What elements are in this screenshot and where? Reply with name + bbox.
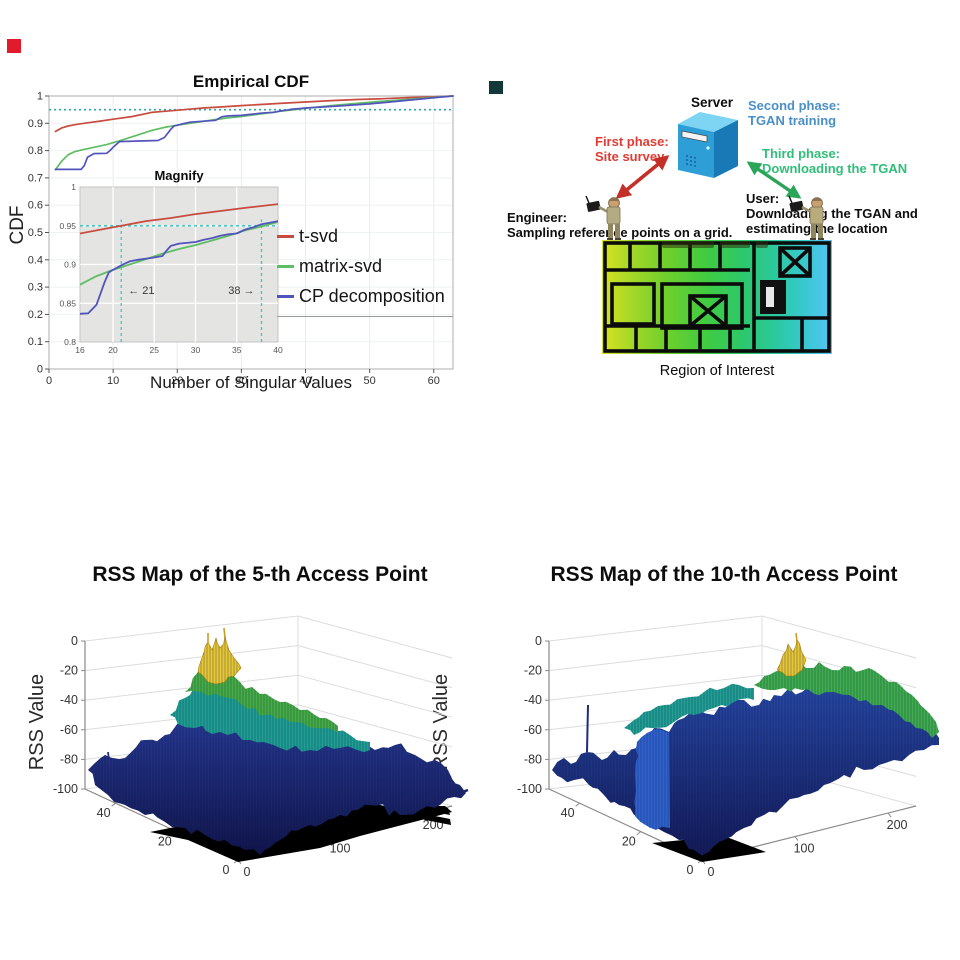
svg-text:30: 30 bbox=[191, 345, 201, 355]
legend-label: t-svd bbox=[299, 226, 339, 246]
svg-text:0.3: 0.3 bbox=[28, 282, 43, 294]
rss5-title: RSS Map of the 5-th Access Point bbox=[92, 563, 428, 586]
svg-text:0.8: 0.8 bbox=[28, 145, 43, 157]
svg-text:20: 20 bbox=[622, 835, 636, 849]
user-line3: estimating the location bbox=[746, 221, 888, 236]
svg-text:35: 35 bbox=[232, 345, 242, 355]
svg-text:← 21: ← 21 bbox=[128, 285, 154, 297]
rss10-title: RSS Map of the 10-th Access Point bbox=[550, 563, 898, 586]
svg-text:100: 100 bbox=[794, 842, 815, 856]
engineer-line1: Engineer: bbox=[507, 210, 567, 225]
svg-text:20: 20 bbox=[171, 375, 183, 387]
phase2-line1: Second phase: bbox=[748, 98, 841, 113]
server-label: Server bbox=[691, 95, 734, 110]
svg-text:20: 20 bbox=[108, 345, 118, 355]
teal-marker-square bbox=[489, 81, 503, 94]
svg-text:-80: -80 bbox=[524, 752, 542, 766]
cdf-x-axis-label: Number of Singular Values bbox=[150, 373, 352, 392]
svg-text:Magnify: Magnify bbox=[154, 168, 204, 183]
svg-text:0: 0 bbox=[223, 863, 230, 877]
svg-text:-100: -100 bbox=[517, 782, 542, 796]
svg-text:40: 40 bbox=[299, 375, 311, 387]
svg-text:40: 40 bbox=[97, 806, 111, 820]
phase1-line1: First phase: bbox=[595, 134, 669, 149]
svg-text:0: 0 bbox=[244, 865, 251, 879]
svg-text:-20: -20 bbox=[524, 664, 542, 678]
phase1-label: First phase: Site survey bbox=[595, 134, 669, 164]
cdf-plot: 0 10 20 30 40 50 60 0 0.1 0.2 0.3 0.4 0.5 0.6 0.7 0.8 0.… bbox=[28, 91, 454, 387]
region-of-interest-heatmap bbox=[602, 240, 832, 354]
svg-text:0: 0 bbox=[708, 865, 715, 879]
svg-text:38 →: 38 → bbox=[228, 285, 254, 297]
svg-text:-60: -60 bbox=[60, 723, 78, 737]
region-of-interest-caption: Region of Interest bbox=[659, 363, 775, 379]
svg-text:-60: -60 bbox=[524, 723, 542, 737]
svg-text:16: 16 bbox=[75, 345, 85, 355]
svg-text:-20: -20 bbox=[60, 664, 78, 678]
svg-text:0.9: 0.9 bbox=[64, 260, 76, 270]
red-marker-square bbox=[7, 39, 21, 53]
legend-item-cp: CP decomposition bbox=[277, 286, 453, 307]
phase2-label: Second phase: TGAN training bbox=[748, 98, 840, 128]
svg-text:40: 40 bbox=[561, 806, 575, 820]
cdf-title: Empirical CDF bbox=[192, 72, 310, 91]
svg-text:0: 0 bbox=[687, 863, 694, 877]
user-person-icon bbox=[788, 195, 824, 241]
matrixsvd-line-swatch bbox=[277, 265, 294, 268]
phase3-line2: Downloading the TGAN bbox=[762, 161, 908, 176]
phase1-line2: Site survey bbox=[595, 149, 665, 164]
blurred-map-text bbox=[662, 241, 768, 248]
phase3-label: Third phase: Downloading the TGAN bbox=[762, 146, 907, 176]
svg-text:0.8: 0.8 bbox=[64, 337, 76, 347]
svg-text:0.85: 0.85 bbox=[59, 298, 76, 308]
legend-divider bbox=[277, 316, 453, 317]
legend-item-tsvd: t-svd bbox=[277, 226, 453, 247]
svg-text:-40: -40 bbox=[60, 693, 78, 707]
svg-text:30: 30 bbox=[235, 375, 247, 387]
svg-text:50: 50 bbox=[364, 375, 376, 387]
svg-text:0: 0 bbox=[46, 375, 52, 387]
server-icon bbox=[678, 112, 738, 178]
svg-text:100: 100 bbox=[330, 842, 351, 856]
svg-text:0.4: 0.4 bbox=[28, 254, 43, 266]
svg-text:25: 25 bbox=[150, 345, 160, 355]
svg-text:10: 10 bbox=[107, 375, 119, 387]
svg-text:0.1: 0.1 bbox=[28, 336, 43, 348]
svg-text:1: 1 bbox=[37, 91, 43, 103]
svg-text:0.7: 0.7 bbox=[28, 172, 43, 184]
svg-text:0: 0 bbox=[535, 634, 542, 648]
svg-text:0: 0 bbox=[37, 364, 43, 376]
svg-text:200: 200 bbox=[887, 818, 908, 832]
legend-label: matrix-svd bbox=[299, 256, 383, 276]
svg-text:20: 20 bbox=[158, 835, 172, 849]
svg-text:0.2: 0.2 bbox=[28, 309, 43, 321]
svg-text:-80: -80 bbox=[60, 752, 78, 766]
tsvd-line-swatch bbox=[277, 235, 294, 238]
engineer-person-icon bbox=[585, 195, 621, 241]
svg-text:0: 0 bbox=[71, 634, 78, 648]
svg-text:1: 1 bbox=[71, 182, 76, 192]
phase3-line1: Third phase: bbox=[762, 146, 841, 161]
svg-text:0.5: 0.5 bbox=[28, 227, 43, 239]
svg-text:-100: -100 bbox=[53, 782, 78, 796]
svg-text:0.95: 0.95 bbox=[59, 221, 76, 231]
floorplan-walls bbox=[603, 241, 831, 353]
svg-text:60: 60 bbox=[428, 375, 440, 387]
cp-line-swatch bbox=[277, 295, 294, 298]
legend-item-matrixsvd: matrix-svd bbox=[277, 256, 453, 277]
phase2-line2: TGAN training bbox=[748, 113, 837, 128]
svg-text:0.6: 0.6 bbox=[28, 200, 43, 212]
user-line2: Downloading the TGAN and bbox=[746, 206, 918, 221]
legend-label: CP decomposition bbox=[299, 286, 445, 306]
svg-text:0.9: 0.9 bbox=[28, 118, 43, 130]
svg-text:40: 40 bbox=[273, 345, 283, 355]
cdf-legend: t-svd matrix-svd CP decomposition bbox=[277, 226, 453, 317]
rss10-surface-plot: 0 -20 -40 -60 -80 -100 0 100 200 0 20 40 bbox=[517, 615, 939, 879]
cdf-y-axis-label: CDF bbox=[7, 205, 28, 245]
svg-text:-40: -40 bbox=[524, 693, 542, 707]
